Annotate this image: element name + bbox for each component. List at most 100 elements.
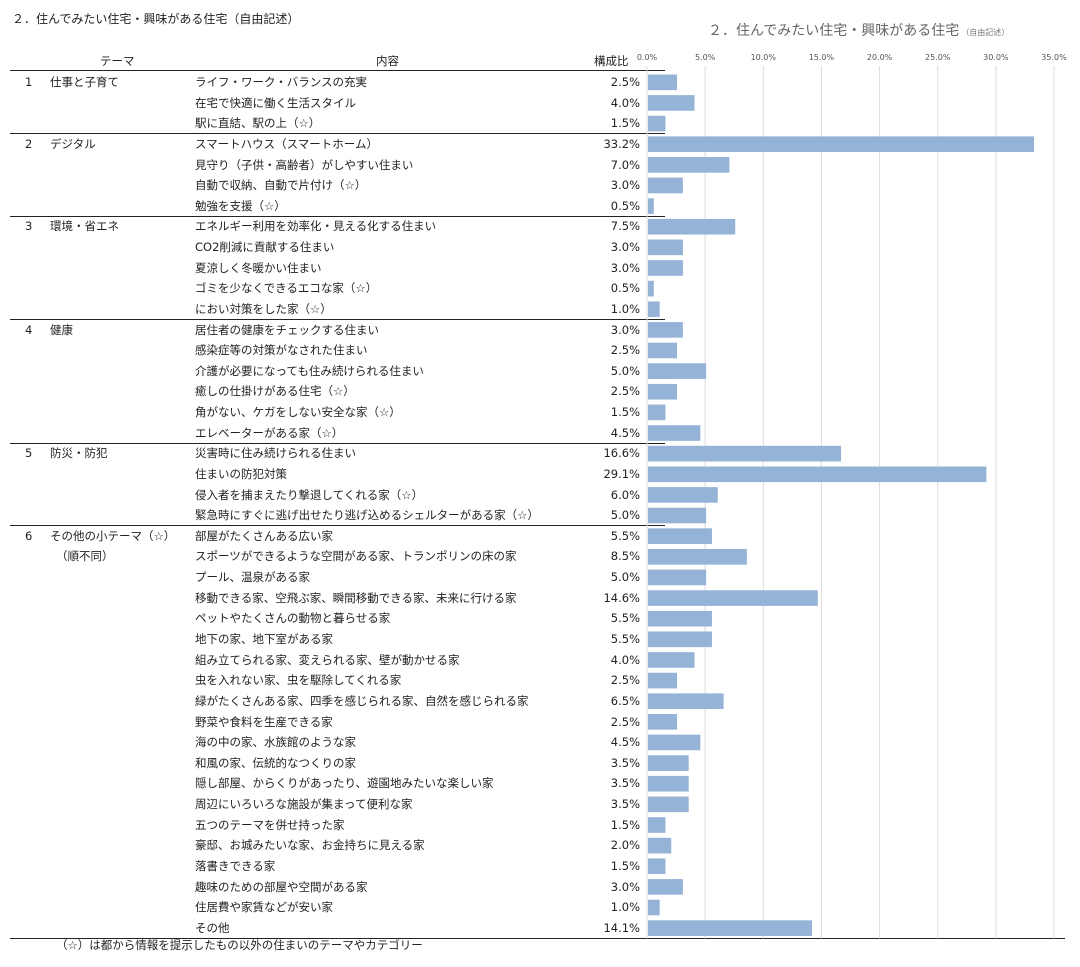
row-value: 5.0%: [610, 508, 640, 523]
row-value: 1.0%: [610, 301, 640, 316]
row-label: プール、温泉がある家: [195, 570, 310, 585]
row-value: 0.5%: [610, 198, 640, 213]
row-label: 移動できる家、空飛ぶ家、瞬間移動できる家、未来に行ける家: [195, 590, 517, 605]
column-header-theme: テーマ: [100, 54, 135, 68]
row-value: 3.0%: [610, 240, 640, 255]
bar: [648, 755, 689, 771]
bar: [648, 693, 724, 710]
row-value: 5.5%: [610, 632, 640, 646]
bar: [648, 136, 1035, 153]
bar: [648, 177, 683, 194]
row-label: CO2削減に貢献する住まい: [195, 240, 335, 255]
row-value: 1.5%: [610, 405, 640, 420]
group-number: 5: [25, 446, 33, 461]
row-label: 自動で収納、自動で片付け（☆）: [195, 178, 367, 193]
bar: [648, 714, 678, 730]
bar: [648, 817, 666, 833]
bar: [648, 734, 701, 751]
row-value: 1.5%: [610, 817, 640, 832]
group-theme-sub: （順不同）: [56, 549, 114, 564]
x-tick-label: 30.0%: [983, 53, 1009, 62]
bar: [648, 652, 695, 668]
x-tick-label: 5.0%: [695, 53, 716, 62]
row-label: 地下の家、地下室がある家: [195, 632, 333, 646]
row-label: ペットやたくさんの動物と暮らせる家: [195, 611, 391, 626]
row-label: 住居費や家賃などが安い家: [195, 900, 333, 915]
row-label: 緊急時にすぐに逃げ出せたり逃げ込めるシェルターがある家（☆）: [195, 508, 539, 523]
x-tick-label: 35.0%: [1041, 53, 1067, 62]
row-label: 部屋がたくさんある広い家: [195, 528, 333, 543]
row-value: 7.0%: [610, 157, 640, 172]
row-label: 見守り（子供・高齢者）がしやすい住まい: [195, 157, 414, 172]
bar: [648, 260, 683, 276]
row-label: 虫を入れない家、虫を駆除してくれる家: [195, 673, 402, 688]
row-label: 勉強を支援（☆）: [195, 198, 286, 213]
row-label: 角がない、ケガをしない安全な家（☆）: [195, 405, 401, 420]
bar: [648, 796, 689, 813]
bar: [648, 95, 695, 111]
row-value: 3.0%: [610, 322, 640, 337]
chart-title: ２．住んでみたい住宅・興味がある住宅 （自由記述）: [708, 20, 1009, 40]
group-divider: [10, 319, 665, 321]
bar: [648, 157, 730, 173]
row-value: 5.5%: [610, 528, 640, 543]
row-value: 2.5%: [610, 343, 640, 358]
row-value: 1.5%: [610, 858, 640, 873]
bar: [648, 569, 707, 586]
bar: [648, 466, 987, 483]
row-value: 3.0%: [610, 879, 640, 894]
row-value: 3.5%: [610, 776, 640, 791]
group-theme: 仕事と子育て: [50, 75, 119, 89]
row-value: 16.6%: [603, 446, 640, 461]
bar: [648, 301, 660, 318]
row-value: 0.5%: [610, 281, 640, 296]
bar: [648, 528, 712, 544]
bar: [648, 445, 842, 462]
row-value: 2.5%: [610, 75, 640, 89]
row-label: 隠し部屋、からくりがあったり、遊園地みたいな楽しい家: [195, 776, 494, 791]
row-label: 和風の家、伝統的なつくりの家: [195, 755, 356, 770]
bar: [648, 775, 689, 792]
x-tick-label: 10.0%: [751, 53, 777, 62]
group-theme: 健康: [50, 322, 73, 337]
group-number: 1: [25, 75, 33, 89]
row-value: 5.0%: [610, 363, 640, 378]
bar: [648, 858, 666, 875]
row-value: 2.0%: [610, 838, 640, 853]
row-label: 癒しの仕掛けがある住宅（☆）: [195, 384, 355, 399]
bar: [648, 115, 666, 132]
row-label: 侵入者を捕まえたり撃退してくれる家（☆）: [195, 487, 424, 502]
bar: [648, 404, 666, 421]
row-label: 介護が必要になっても住み続けられる住まい: [195, 363, 424, 378]
row-value: 29.1%: [603, 466, 640, 481]
row-label: 趣味のための部屋や空間がある家: [195, 879, 368, 894]
row-value: 3.0%: [610, 260, 640, 275]
row-label: 居住者の健康をチェックする住まい: [195, 322, 379, 337]
row-label: 夏涼しく冬暖かい住まい: [195, 260, 322, 275]
row-label: 野菜や食料を生産できる家: [195, 714, 333, 729]
group-theme: 環境・省エネ: [50, 219, 119, 234]
row-value: 1.0%: [610, 900, 640, 915]
bar: [648, 425, 701, 441]
bar: [648, 342, 678, 359]
footnote: （☆）は都から情報を提示したもの以外の住まいのテーマやカテゴリー: [56, 938, 423, 952]
bar: [648, 920, 812, 936]
bar: [648, 322, 683, 338]
group-number: 6: [25, 528, 33, 543]
row-value: 5.5%: [610, 611, 640, 626]
row-value: 14.6%: [603, 590, 640, 605]
row-label: 感染症等の対策がなされた住まい: [195, 343, 368, 358]
row-value: 2.5%: [610, 384, 640, 399]
x-tick-label: 25.0%: [925, 53, 951, 62]
row-label: 住まいの防犯対策: [195, 466, 287, 481]
bar: [648, 383, 678, 400]
bar: [648, 218, 736, 235]
row-label: 海の中の家、水族館のような家: [195, 735, 356, 750]
bar: [648, 610, 712, 627]
bar: [648, 672, 678, 689]
row-value: 14.1%: [603, 920, 640, 935]
row-value: 6.0%: [610, 487, 640, 502]
row-label: 落書きできる家: [195, 858, 276, 873]
row-value: 3.5%: [610, 755, 640, 770]
